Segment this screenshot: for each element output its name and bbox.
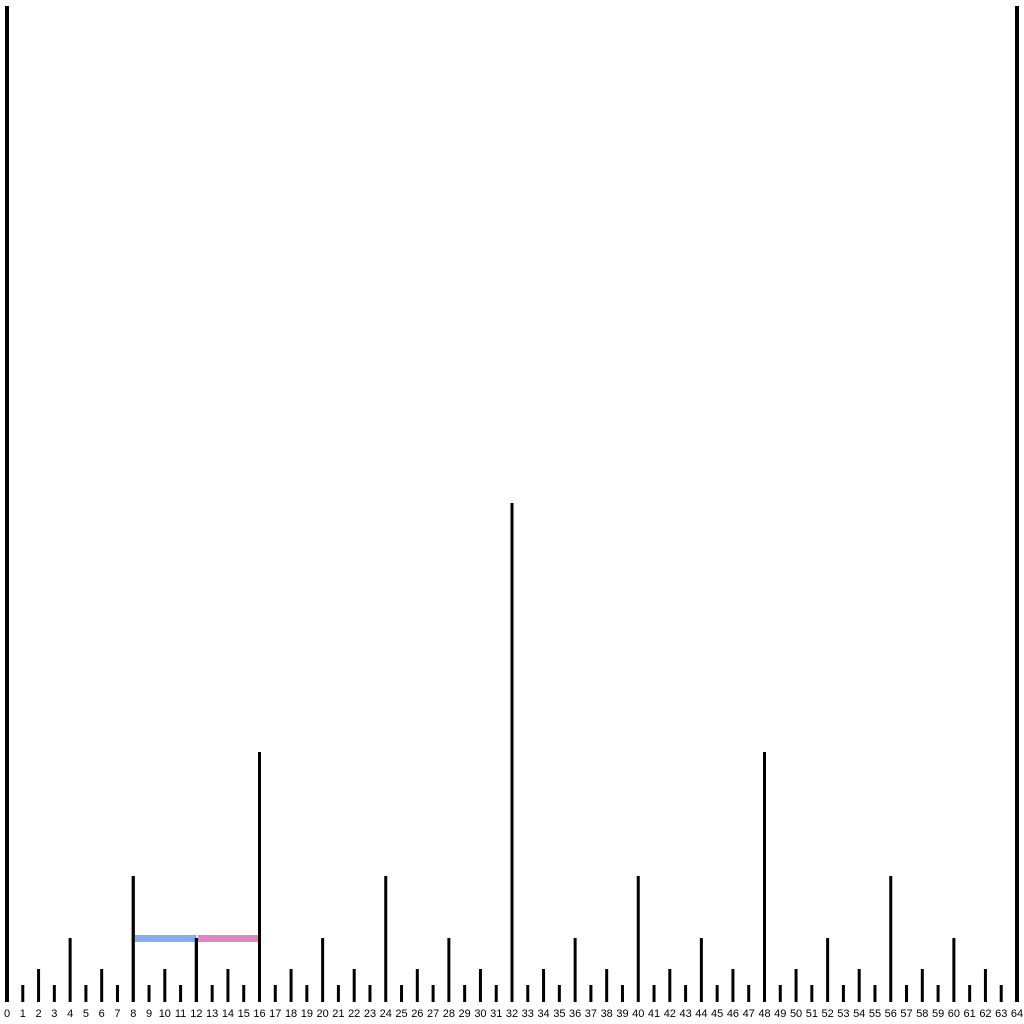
tick-label: 8 (130, 1008, 136, 1020)
tick-label: 58 (916, 1008, 928, 1020)
tick-label: 1 (20, 1008, 26, 1020)
tick-label: 54 (853, 1008, 865, 1020)
tick-label: 3 (51, 1008, 57, 1020)
tick-label: 32 (506, 1008, 518, 1020)
tick-label: 41 (648, 1008, 660, 1020)
tick-label: 55 (869, 1008, 881, 1020)
highlight-segments (131, 752, 261, 1002)
tick-label: 6 (99, 1008, 105, 1020)
tick-label: 26 (411, 1008, 423, 1020)
tick-label: 60 (948, 1008, 960, 1020)
tick-label: 57 (900, 1008, 912, 1020)
tick-label: 7 (114, 1008, 120, 1020)
tick-label: 10 (159, 1008, 171, 1020)
tick-label: 30 (474, 1008, 486, 1020)
tick-label: 14 (222, 1008, 234, 1020)
tick-label: 33 (522, 1008, 534, 1020)
tick-label: 19 (301, 1008, 313, 1020)
tick-label: 37 (585, 1008, 597, 1020)
tick-label: 21 (332, 1008, 344, 1020)
tick-label: 43 (679, 1008, 691, 1020)
tick-label: 29 (459, 1008, 471, 1020)
ruler-ticks (5, 6, 1019, 1002)
highlight-segment (197, 935, 260, 942)
tick-label: 16 (253, 1008, 265, 1020)
tick-label: 59 (932, 1008, 944, 1020)
tick-label: 39 (616, 1008, 628, 1020)
tick-label: 4 (67, 1008, 73, 1020)
tick-label: 62 (979, 1008, 991, 1020)
tick-label: 13 (206, 1008, 218, 1020)
tick-label: 28 (443, 1008, 455, 1020)
tick-label: 56 (885, 1008, 897, 1020)
tick-label: 27 (427, 1008, 439, 1020)
tick-label: 25 (395, 1008, 407, 1020)
tick-label: 42 (664, 1008, 676, 1020)
tick-label: 50 (790, 1008, 802, 1020)
tick-label: 45 (711, 1008, 723, 1020)
tick-label: 63 (995, 1008, 1007, 1020)
tick-label: 24 (380, 1008, 392, 1020)
tick-label: 46 (727, 1008, 739, 1020)
highlight-segment (134, 935, 197, 942)
tick-label: 44 (695, 1008, 707, 1020)
tick-label: 18 (285, 1008, 297, 1020)
tick-label: 52 (822, 1008, 834, 1020)
tick-label: 2 (36, 1008, 42, 1020)
tick-label: 61 (964, 1008, 976, 1020)
tick-label: 49 (774, 1008, 786, 1020)
tick-label: 34 (537, 1008, 549, 1020)
tick-label: 12 (190, 1008, 202, 1020)
tick-label: 11 (175, 1008, 186, 1020)
tick-label: 51 (806, 1008, 818, 1020)
tick-label: 23 (364, 1008, 376, 1020)
tick-label: 9 (146, 1008, 152, 1020)
tick-label: 38 (601, 1008, 613, 1020)
tick-label: 35 (553, 1008, 565, 1020)
tick-label: 40 (632, 1008, 644, 1020)
tick-labels: 0 1 2 3 4 5 6 7 8 9 10 11 12 13 14 15 16 17 18 19 20 21 22 23 24… (4, 1008, 1023, 1020)
tick-label: 36 (569, 1008, 581, 1020)
tick-label: 48 (758, 1008, 770, 1020)
tick-label: 31 (490, 1008, 502, 1020)
tick-label: 53 (837, 1008, 849, 1020)
tick-label: 20 (317, 1008, 329, 1020)
tick-label: 0 (4, 1008, 10, 1020)
tick-label: 15 (238, 1008, 250, 1020)
tick-label: 22 (348, 1008, 360, 1020)
tick-label: 64 (1011, 1008, 1023, 1020)
tick-label: 17 (269, 1008, 281, 1020)
tick-label: 5 (83, 1008, 89, 1020)
tick-label: 47 (743, 1008, 755, 1020)
